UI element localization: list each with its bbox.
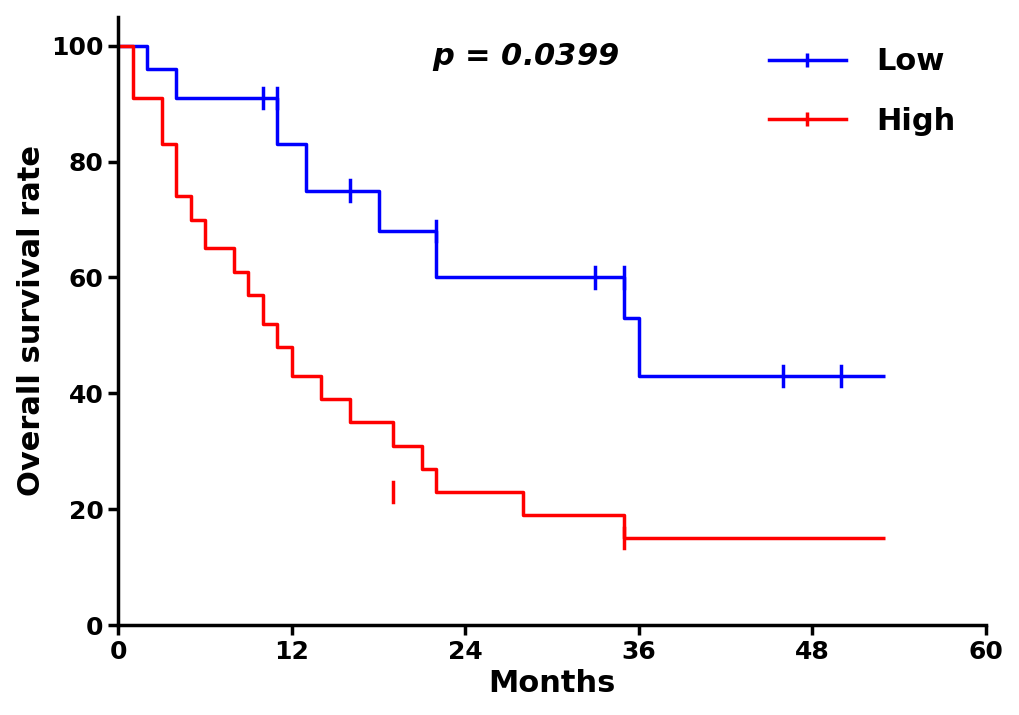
- X-axis label: Months: Months: [488, 669, 615, 699]
- Legend: Low, High: Low, High: [753, 32, 970, 151]
- Y-axis label: Overall survival rate: Overall survival rate: [16, 145, 46, 496]
- Text: $\bfit{p}$ = 0.0399: $\bfit{p}$ = 0.0399: [432, 41, 620, 73]
